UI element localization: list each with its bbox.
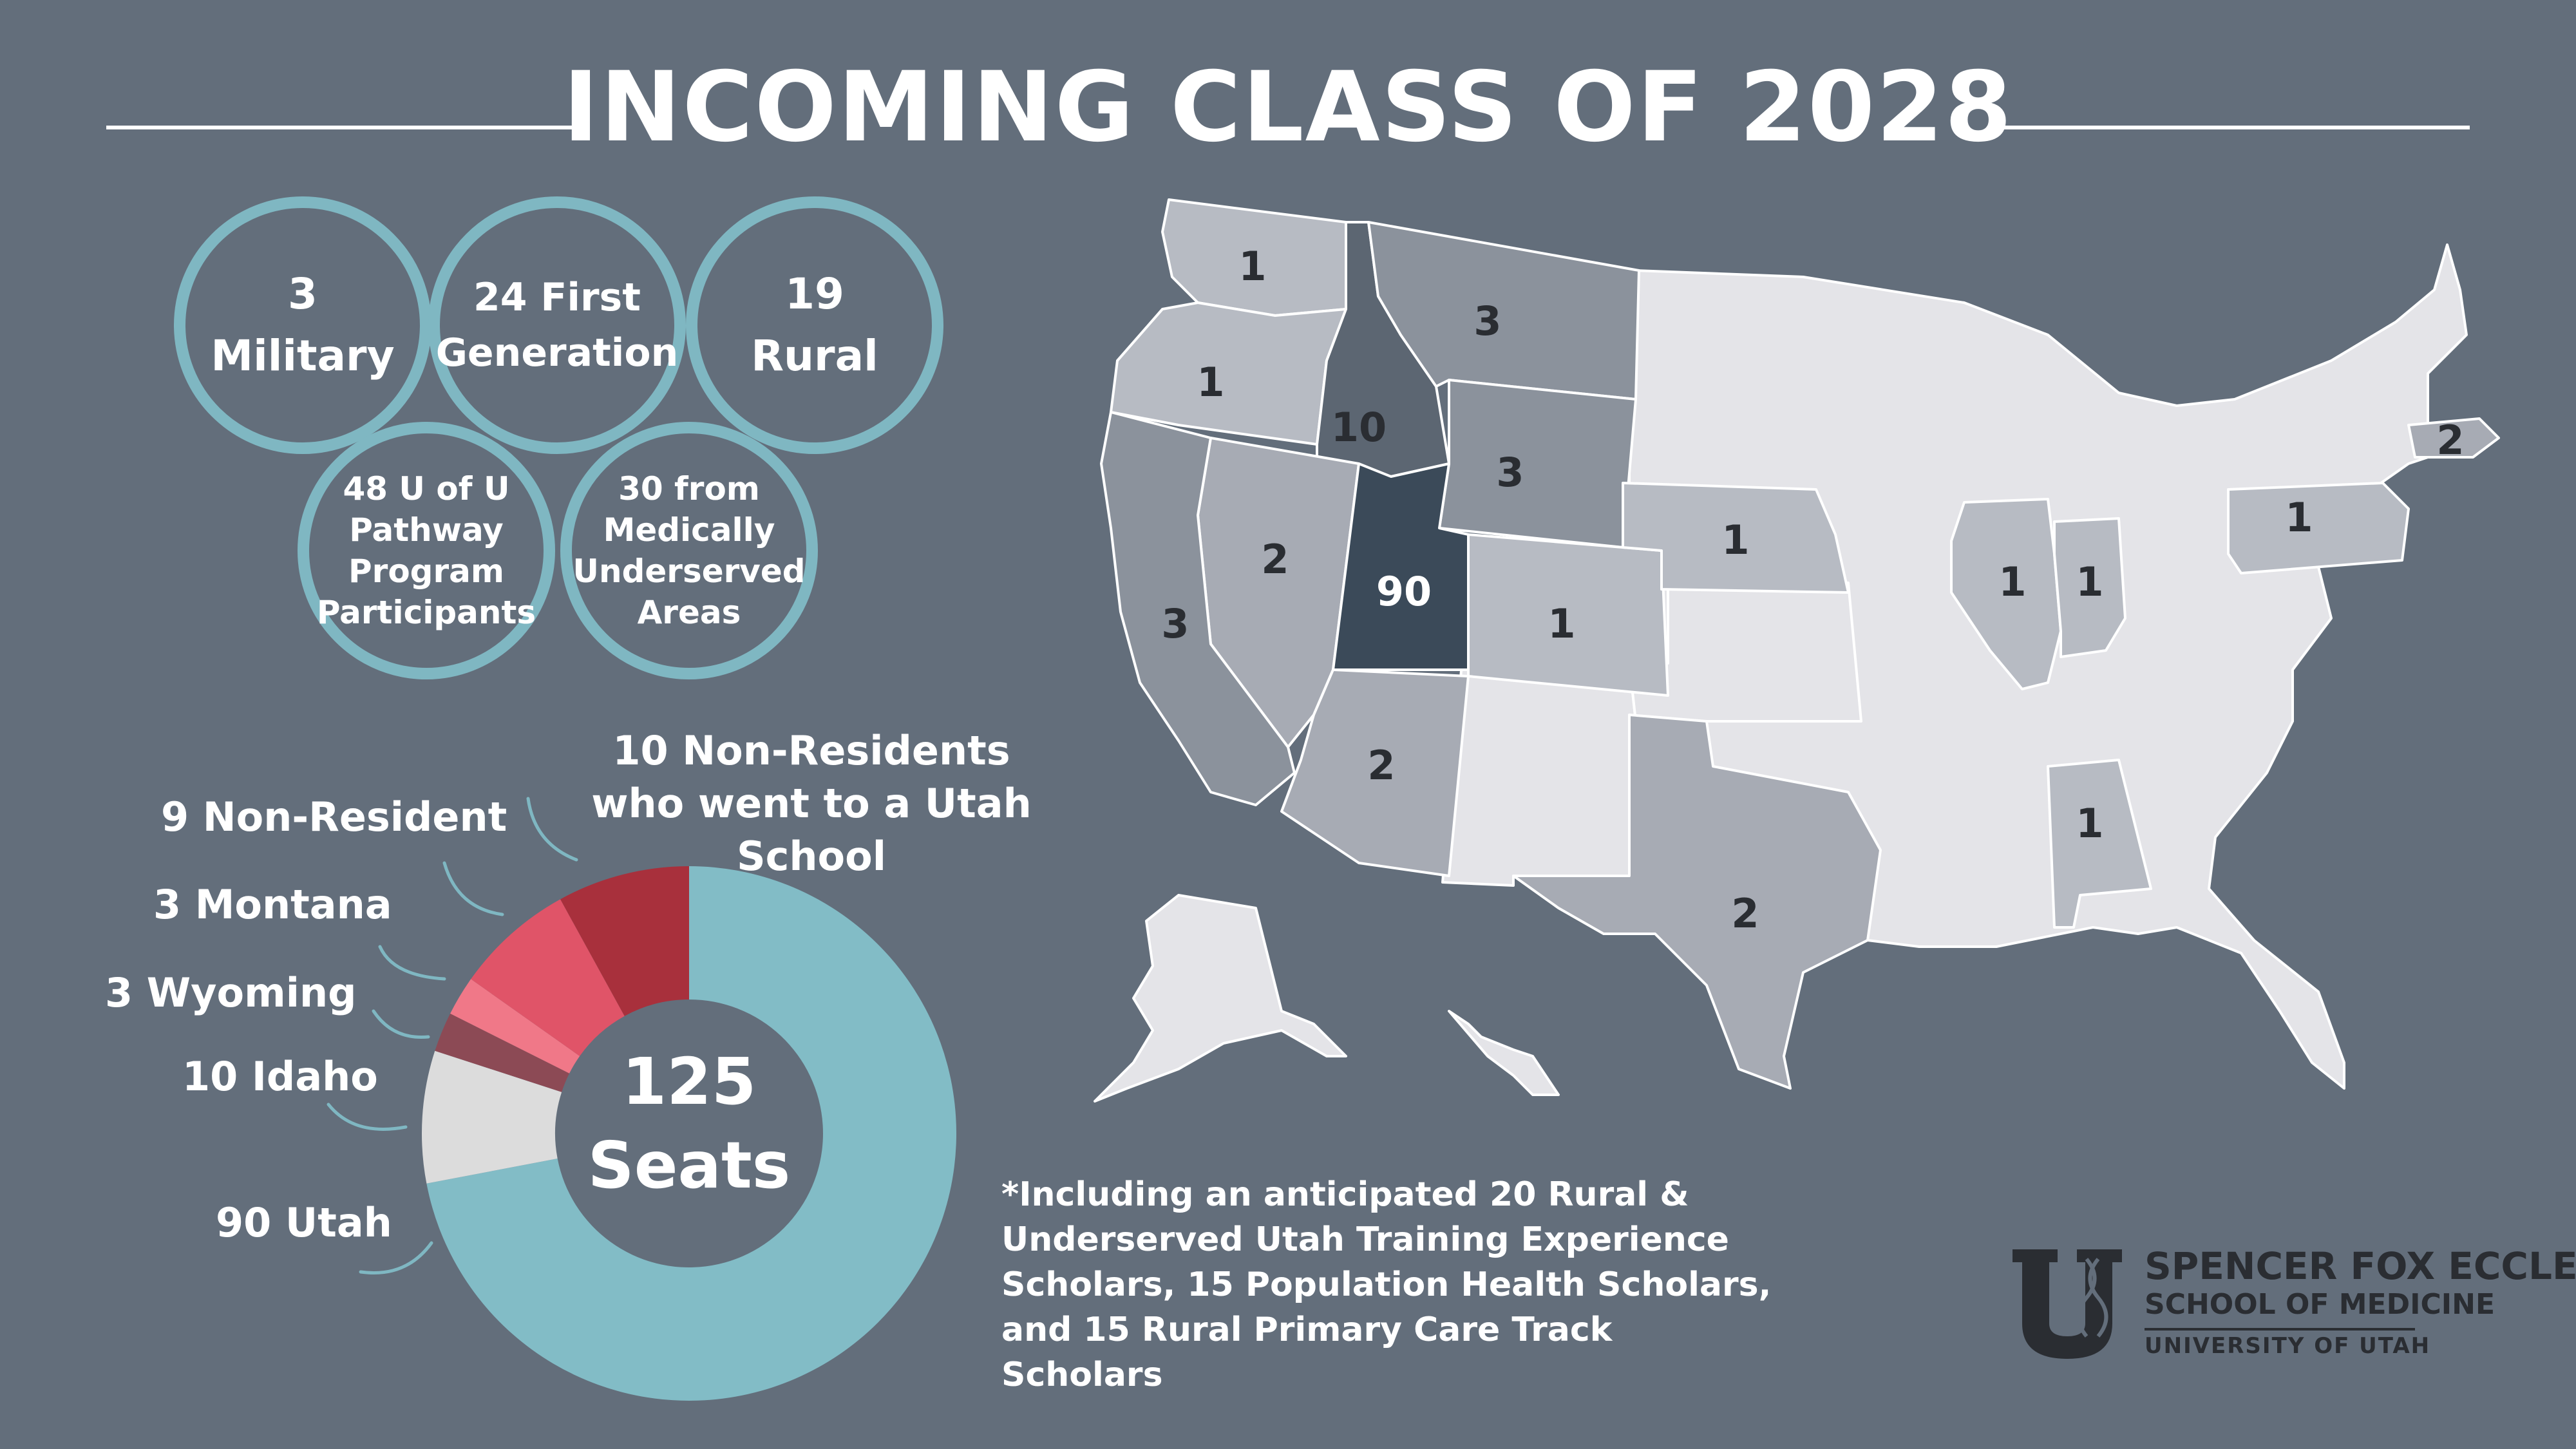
slice-utah	[426, 866, 956, 1401]
map-label-id: 10	[1331, 404, 1387, 451]
map-state-in	[2053, 517, 2126, 658]
map-state-al	[2047, 759, 2152, 929]
map-state-ca	[1100, 411, 1296, 806]
footnote-line1: *Including an anticipated 20 Rural &	[1001, 1175, 1689, 1214]
stat-pathway-line4: Participants	[316, 594, 536, 631]
map-state-ak	[1094, 894, 1347, 1103]
map-label-in: 1	[2076, 558, 2103, 605]
label-utah: 90 Utah	[216, 1199, 392, 1246]
title-rule-left	[106, 126, 573, 129]
logo-line3: UNIVERSITY OF UTAH	[2145, 1333, 2431, 1359]
logo-line1: SPENCER FOX ECCLES	[2145, 1244, 2576, 1288]
map-label-or: 1	[1197, 359, 1224, 406]
stat-first-gen-line1: 24 First	[473, 275, 641, 320]
page-title: INCOMING CLASS OF 2028	[563, 52, 2013, 164]
map-state-ma	[2407, 417, 2500, 459]
label-idaho: 10 Idaho	[182, 1053, 378, 1100]
arrow-wyoming	[372, 1009, 430, 1039]
label-nonres-utah-school: 10 Non-Residents who went to a Utah Scho…	[591, 727, 1032, 880]
map-state-co	[1467, 533, 1669, 697]
map-state-hi	[1448, 1010, 1560, 1096]
slice-nonres-utah-school	[560, 866, 689, 1016]
slice-idaho	[422, 1050, 562, 1184]
map-label-mt: 3	[1473, 298, 1501, 345]
map-label-ca: 3	[1161, 600, 1189, 647]
map-state-il	[1950, 498, 2062, 690]
map-state-mt	[1367, 221, 1640, 401]
arrow-nonres-utah-school	[526, 797, 578, 862]
map-label-al: 1	[2076, 800, 2103, 847]
stat-military-value: 3	[288, 269, 317, 319]
arrow-idaho	[327, 1103, 408, 1131]
stat-pathway-line3: Program	[348, 553, 504, 590]
logo-divider	[2145, 1328, 2415, 1331]
stat-underserved-line4: Areas	[637, 594, 741, 631]
map-state-tx	[1512, 714, 1882, 1090]
stat-first-gen-line2: Generation	[435, 330, 679, 375]
stat-pathway-line2: Pathway	[349, 511, 504, 549]
label-nonres: 9 Non-Resident	[161, 793, 507, 840]
slice-wyoming	[435, 1013, 570, 1092]
map-state-wy	[1438, 379, 1637, 549]
map-label-ut: 90	[1376, 568, 1432, 615]
arrow-utah	[359, 1241, 433, 1275]
label-wyoming: 3 Wyoming	[105, 969, 357, 1016]
map-label-ma: 2	[2436, 417, 2464, 464]
map-label-co: 1	[1548, 600, 1575, 647]
map-state-pa	[2227, 482, 2410, 574]
map-state-az	[1280, 668, 1470, 877]
stat-pathway-line1: 48 U of U	[343, 470, 510, 507]
arrow-nonres	[442, 861, 504, 916]
stat-underserved-line2: Medically	[603, 511, 775, 549]
university-logo-icon	[2012, 1249, 2122, 1359]
stat-military-label: Military	[211, 331, 395, 381]
map-label-ne: 1	[1721, 516, 1749, 564]
footnote-line3: Scholars, 15 Population Health Scholars,	[1001, 1265, 1772, 1304]
title-rule-right	[2003, 126, 2470, 129]
label-montana: 3 Montana	[153, 881, 392, 928]
stat-rural-value: 19	[785, 269, 844, 319]
map-label-az: 2	[1367, 742, 1395, 789]
map-state-ne	[1622, 482, 1850, 594]
map-label-wa: 1	[1238, 243, 1266, 290]
donut-center-unit: Seats	[587, 1128, 791, 1203]
donut-center-label: 125 Seats	[551, 1040, 828, 1208]
map-label-tx: 2	[1731, 890, 1759, 937]
map-label-il: 1	[1998, 558, 2026, 605]
donut-center-count: 125	[621, 1044, 757, 1119]
slice-nonres	[471, 899, 625, 1056]
footnote: *Including an anticipated 20 Rural & Und…	[1001, 1172, 1774, 1397]
map-state-unfilled-nm	[1441, 662, 1637, 887]
stat-rural-label: Rural	[751, 331, 878, 381]
arrow-montana	[378, 945, 446, 981]
stat-underserved-line1: 30 from	[618, 470, 760, 507]
footnote-line4: and 15 Rural Primary Care Track Scholars	[1001, 1311, 1613, 1394]
slice-montana	[450, 979, 580, 1074]
footnote-line2: Underserved Utah Training Experience	[1001, 1220, 1729, 1259]
map-label-pa: 1	[2285, 494, 2313, 541]
map-label-nv: 2	[1261, 536, 1289, 583]
stat-underserved-line3: Underserved	[573, 553, 806, 590]
map-label-wy: 3	[1496, 449, 1524, 496]
logo-line2: SCHOOL OF MEDICINE	[2145, 1288, 2496, 1321]
